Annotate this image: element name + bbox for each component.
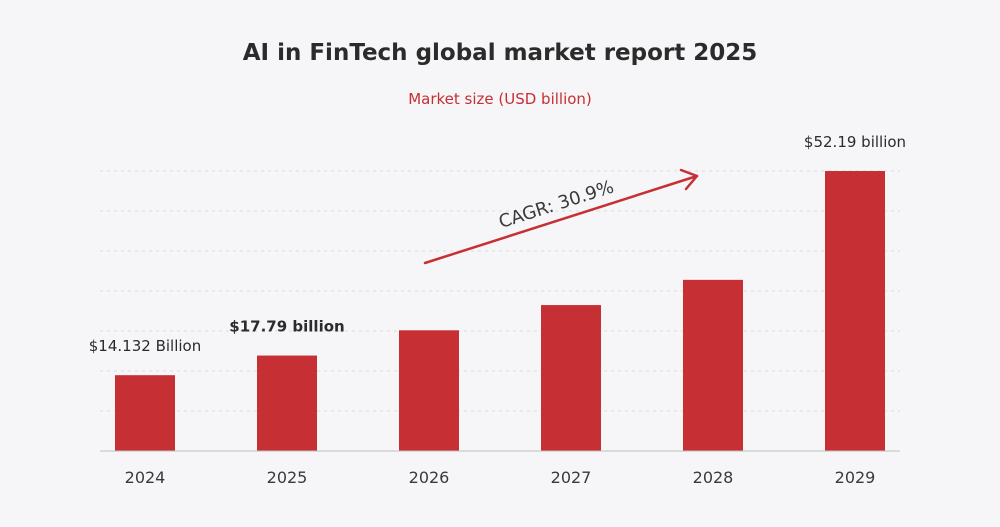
x-tick-label-2024: 2024 <box>125 468 166 487</box>
data-label-2024: $14.132 Billion <box>89 337 201 355</box>
cagr-annotation: CAGR: 30.9% <box>423 168 699 265</box>
x-tick-label-2029: 2029 <box>835 468 876 487</box>
bars <box>115 171 885 451</box>
cagr-arrow-line <box>423 174 699 265</box>
x-tick-label-2028: 2028 <box>693 468 734 487</box>
x-tick-label-2025: 2025 <box>267 468 308 487</box>
bar-2028 <box>683 279 743 451</box>
x-tick-label-2026: 2026 <box>409 468 450 487</box>
cagr-arrow-head <box>679 168 699 191</box>
chart-subtitle: Market size (USD billion) <box>408 90 592 108</box>
bar-2025 <box>257 355 317 451</box>
bar-2027 <box>541 305 601 451</box>
gridlines <box>100 170 900 412</box>
bar-2026 <box>399 330 459 451</box>
x-tick-labels: 2024 2025 2026 2027 2028 2029 <box>125 468 876 487</box>
data-labels: $14.132 Billion $17.79 billion $52.19 bill… <box>89 133 906 355</box>
bar-2024 <box>115 375 175 451</box>
chart-title: AI in FinTech global market report 2025 <box>242 40 758 66</box>
bar-2029 <box>825 171 885 451</box>
data-label-2029: $52.19 billion <box>804 133 906 151</box>
data-label-2025: $17.79 billion <box>229 318 344 336</box>
x-tick-label-2027: 2027 <box>551 468 592 487</box>
cagr-label: CAGR: 30.9% <box>496 177 616 233</box>
